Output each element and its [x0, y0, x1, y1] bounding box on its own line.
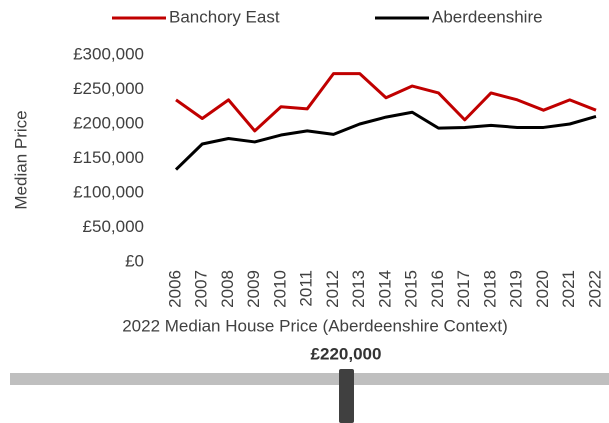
x-tick-label: 2018: [480, 270, 499, 308]
indicator-marker: [339, 369, 354, 423]
y-tick-label: £0: [125, 251, 144, 270]
x-tick-label: 2007: [192, 270, 211, 308]
y-tick-label: £300,000: [73, 44, 144, 63]
x-tick-label: 2015: [402, 270, 421, 308]
x-tick-label: 2017: [454, 270, 473, 308]
legend-label: Aberdeenshire: [432, 7, 543, 26]
y-axis-label: Median Price: [11, 110, 30, 209]
x-tick-label: 2022: [585, 270, 604, 308]
indicator-title: 2022 Median House Price (Aberdeenshire C…: [122, 316, 508, 335]
x-tick-label: 2014: [375, 270, 394, 308]
y-tick-label: £250,000: [73, 79, 144, 98]
y-tick-label: £50,000: [83, 217, 144, 236]
y-tick-label: £150,000: [73, 148, 144, 167]
x-tick-label: 2021: [559, 270, 578, 308]
x-tick-label: 2006: [165, 270, 184, 308]
x-tick-label: 2016: [428, 270, 447, 308]
x-tick-label: 2020: [533, 270, 552, 308]
series-line: [174, 110, 597, 171]
y-tick-label: £200,000: [73, 113, 144, 132]
indicator-track: [10, 373, 609, 385]
x-tick-label: 2019: [507, 270, 526, 308]
series-line: [175, 72, 597, 133]
y-tick-label: £100,000: [73, 182, 144, 201]
legend-label: Banchory East: [169, 7, 280, 26]
x-tick-label: 2009: [244, 270, 263, 308]
x-tick-label: 2013: [349, 270, 368, 308]
x-tick-label: 2011: [297, 270, 316, 307]
x-tick-label: 2012: [323, 270, 342, 308]
indicator-value: £220,000: [311, 344, 382, 363]
x-tick-label: 2010: [270, 270, 289, 308]
x-tick-label: 2008: [218, 270, 237, 308]
